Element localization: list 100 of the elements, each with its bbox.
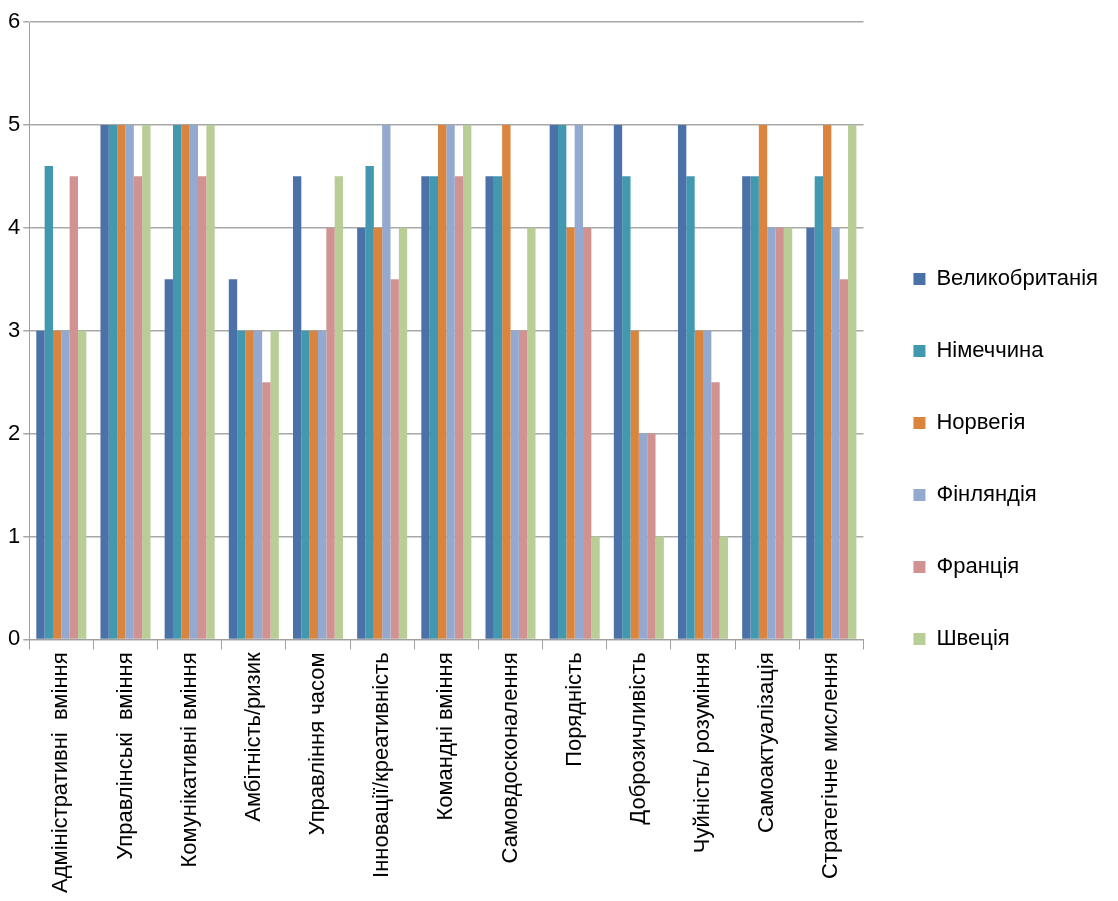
bar xyxy=(421,176,430,639)
bar xyxy=(357,227,366,639)
bar xyxy=(133,176,143,639)
bar xyxy=(301,330,310,639)
y-tick-label: 3 xyxy=(7,316,21,342)
x-tick-label: Адміністративні вміння xyxy=(47,652,73,894)
bar xyxy=(823,124,832,639)
bar xyxy=(694,330,704,639)
bar xyxy=(678,124,687,639)
bar xyxy=(334,176,344,639)
x-tick-label: Інновації/креативність xyxy=(368,652,394,878)
bar xyxy=(831,227,840,639)
x-tick-label: Чуйність/ розуміння xyxy=(689,652,715,854)
y-tick-label: 2 xyxy=(7,419,21,445)
bar xyxy=(61,330,70,639)
bar xyxy=(463,124,472,639)
bar xyxy=(750,176,759,639)
bar xyxy=(262,382,271,639)
bar xyxy=(198,176,207,639)
bar xyxy=(44,166,53,639)
bar xyxy=(318,330,327,639)
bar xyxy=(647,433,656,639)
x-tick-label: Комунікативні вміння xyxy=(175,652,201,868)
y-tick-label: 5 xyxy=(7,110,21,136)
bar xyxy=(117,124,126,639)
bar xyxy=(270,330,279,639)
bar xyxy=(100,124,109,639)
bar xyxy=(237,330,246,639)
bar xyxy=(69,176,79,639)
bar xyxy=(382,124,391,639)
bar xyxy=(36,330,45,639)
x-tick-label: Управлінські вміння xyxy=(111,652,137,860)
bar xyxy=(719,536,729,639)
legend-label: Норвегія xyxy=(936,409,1026,435)
x-tick-label: Командні вміння xyxy=(432,652,458,821)
bar xyxy=(253,330,263,639)
y-tick-label: 4 xyxy=(7,213,21,239)
bar xyxy=(591,536,600,639)
bar xyxy=(630,330,639,639)
bar xyxy=(485,176,494,639)
bar xyxy=(108,124,118,639)
legend-label: Німеччина xyxy=(936,337,1045,363)
bar xyxy=(78,330,87,639)
bar xyxy=(655,536,664,639)
bar xyxy=(454,176,464,639)
bar xyxy=(309,330,318,639)
bar xyxy=(574,124,584,639)
bar xyxy=(438,124,447,639)
bar xyxy=(839,279,849,639)
bar xyxy=(245,330,254,639)
bar xyxy=(429,176,438,639)
bar xyxy=(758,124,768,639)
bar xyxy=(622,176,631,639)
x-tick-label: Самоактуалізація xyxy=(753,652,779,834)
bar xyxy=(566,227,575,639)
bar xyxy=(775,227,784,639)
bar xyxy=(189,124,198,639)
bar xyxy=(493,176,503,639)
bar xyxy=(398,227,408,639)
bar xyxy=(806,227,815,639)
x-tick-label: Порядність xyxy=(560,652,586,767)
y-tick-label: 0 xyxy=(7,625,21,651)
bar xyxy=(711,382,720,639)
bar xyxy=(549,124,558,639)
bar xyxy=(326,227,335,639)
bar xyxy=(125,124,134,639)
bar xyxy=(142,124,151,639)
y-tick-label: 6 xyxy=(7,8,21,34)
bar xyxy=(742,176,751,639)
bar xyxy=(164,279,173,639)
bar xyxy=(510,330,519,639)
bar xyxy=(686,176,695,639)
bar xyxy=(206,124,215,639)
x-tick-label: Самовдосконалення xyxy=(496,652,522,864)
legend-label: Фінляндія xyxy=(936,481,1037,507)
bar xyxy=(390,279,399,639)
bar xyxy=(527,227,536,639)
bar xyxy=(558,124,567,639)
bar xyxy=(638,433,648,639)
bar xyxy=(783,227,793,639)
legend-label: Франція xyxy=(936,553,1020,579)
y-tick-label: 1 xyxy=(7,522,21,548)
bar xyxy=(181,124,190,639)
bar xyxy=(52,330,62,639)
bar xyxy=(613,124,623,639)
bar xyxy=(518,330,528,639)
bar xyxy=(848,124,857,639)
bar xyxy=(767,227,776,639)
x-tick-label: Управління часом xyxy=(304,652,330,836)
x-tick-label: Стратегічне мислення xyxy=(817,652,843,879)
legend-label: Великобританія xyxy=(936,265,1099,291)
bar xyxy=(292,176,302,639)
x-tick-label: Амбітність/ризик xyxy=(239,652,265,822)
legend-label: Швеція xyxy=(936,625,1010,651)
bar xyxy=(446,124,455,639)
bar xyxy=(502,124,511,639)
bar xyxy=(703,330,712,639)
bar xyxy=(365,166,374,639)
bar xyxy=(583,227,592,639)
bar xyxy=(373,227,383,639)
